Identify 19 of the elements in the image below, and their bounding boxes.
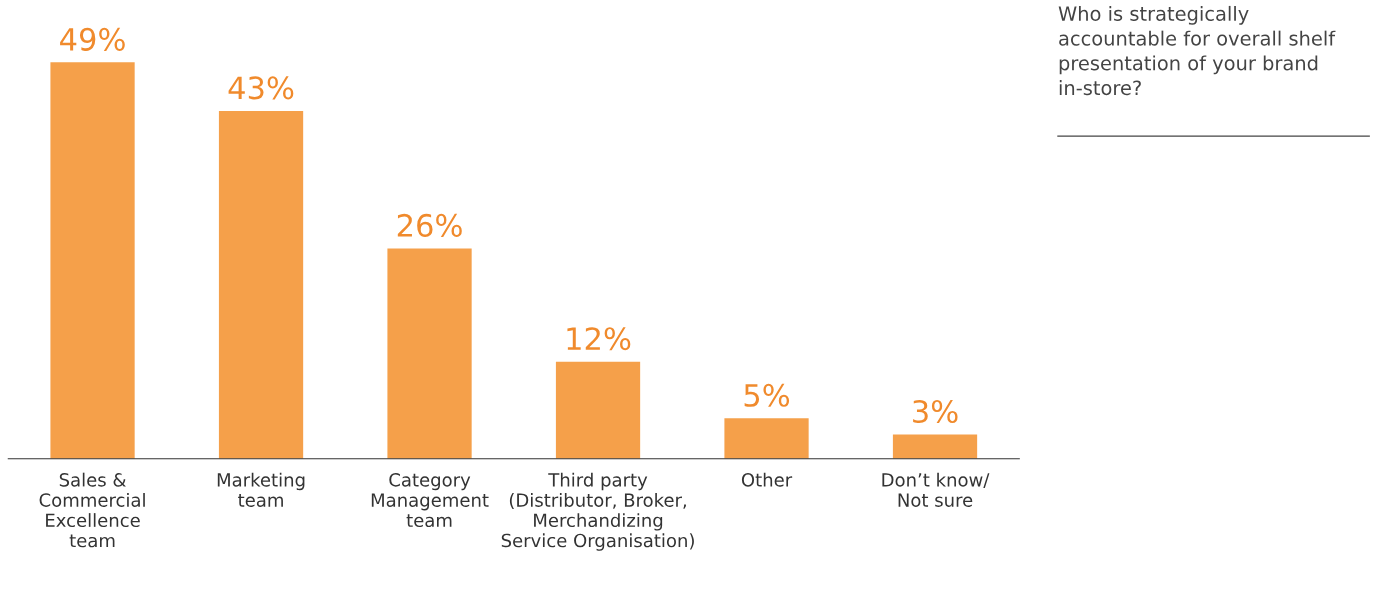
data-label: 12% — [567, 327, 631, 351]
x-tick-label: Don’t know/ Not sure — [882, 472, 990, 507]
bar — [50, 62, 135, 459]
bar — [218, 110, 304, 459]
data-label: 49% — [60, 27, 125, 51]
bar — [892, 434, 978, 459]
text: Who is strategically accountable for overall shelf presentation of your brand in-store? — [1058, 5, 1336, 96]
data-label: 5% — [744, 383, 790, 407]
data-label: 26% — [397, 213, 462, 237]
x-tick-label: Sales & Commercial Excellence team — [39, 472, 145, 548]
data-label: 3% — [913, 399, 958, 424]
x-tick-label: Third party (Distributor, Broker, Merchandizing Service Organisation) — [501, 472, 694, 551]
bar — [555, 361, 641, 459]
x-tick-label: Other — [741, 472, 793, 487]
x-tick-label: Category Management team — [371, 473, 489, 528]
data-label: 43% — [228, 76, 294, 100]
bar — [724, 418, 809, 459]
x-tick-label: Marketing team — [217, 472, 305, 507]
bar — [387, 248, 472, 459]
